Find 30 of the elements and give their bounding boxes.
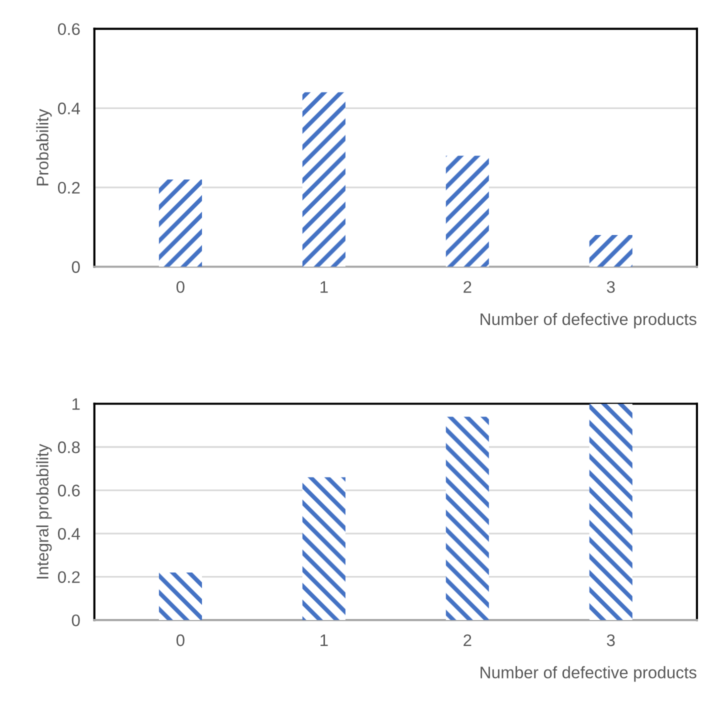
x-tick-label: 0	[176, 634, 184, 646]
x-axis-title: Number of defective products	[480, 312, 696, 328]
bar	[302, 92, 346, 267]
y-tick-label: 0.4	[58, 528, 80, 540]
x-tick-label: 1	[320, 281, 328, 293]
y-tick-label: 0	[72, 261, 80, 273]
y-axis-title: Probability	[36, 108, 52, 186]
bar	[158, 572, 202, 620]
y-tick-label: 0.2	[58, 571, 80, 584]
bar	[446, 156, 489, 267]
y-tick-label: 0.6	[58, 484, 80, 496]
y-axis-title: Integral probability	[36, 444, 52, 578]
x-tick-label: 1	[320, 634, 328, 646]
y-tick-label: 0.4	[58, 102, 80, 114]
bar	[589, 235, 632, 267]
x-tick-label: 3	[606, 634, 615, 646]
x-axis-title: Number of defective products	[480, 666, 696, 682]
x-tick-label: 0	[176, 281, 184, 293]
bar	[589, 404, 632, 620]
y-tick-label: 1	[72, 398, 80, 410]
y-tick-label: 0.2	[58, 182, 80, 194]
x-tick-label: 3	[606, 281, 615, 293]
bar	[158, 180, 202, 267]
y-tick-label: 0.8	[58, 441, 80, 454]
x-tick-label: 2	[464, 281, 472, 293]
y-tick-label: 0	[72, 614, 80, 626]
y-tick-label: 0.6	[58, 23, 80, 36]
bar	[302, 477, 346, 620]
x-tick-label: 2	[464, 634, 472, 646]
bar	[446, 416, 489, 620]
